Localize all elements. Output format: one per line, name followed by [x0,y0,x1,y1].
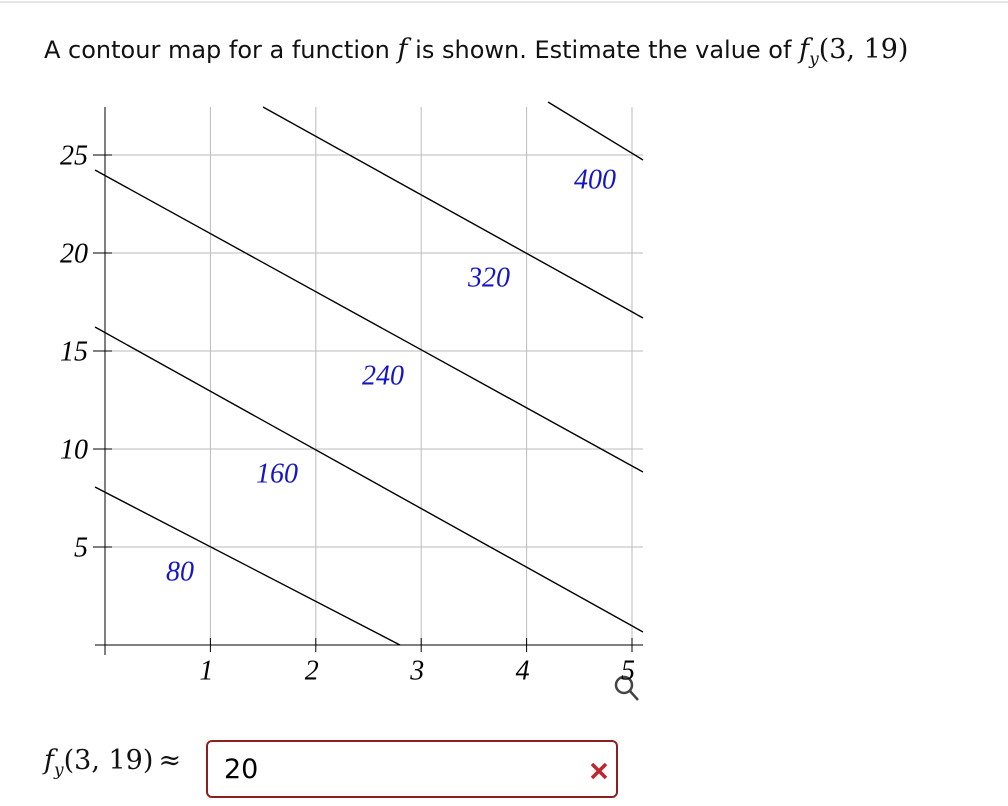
approx-sign: ≈ [158,745,182,776]
expression: fy(3, 19) [44,745,154,780]
x-tick-label: 3 [409,655,424,686]
y-tick-label: 20 [60,238,88,269]
contour-line [94,169,644,473]
subscript: y [54,760,64,781]
zoom-icon[interactable] [614,675,639,701]
x-tick-label: 5 [621,655,635,686]
contour-label: 80 [166,556,194,587]
contour-label: 320 [467,262,510,293]
question-text: A contour map for a function [44,36,390,64]
y-tick-label: 5 [74,532,88,563]
x-tick-label: 1 [199,655,213,686]
divider [0,1,1008,3]
function-name: f [799,34,810,65]
y-tick-label: 15 [60,336,88,367]
answer-label: fy(3, 19) ≈ [44,745,181,780]
answer-input[interactable]: 20 [206,740,618,798]
contour-lines [94,101,644,646]
contour-line [262,106,644,319]
x-tick-label: 2 [305,655,319,686]
contour-label: 400 [574,164,616,195]
arguments: (3, 19) [63,745,154,776]
y-tick-label: 10 [60,434,88,465]
contour-label: 240 [362,360,404,391]
arguments: (3, 19) [818,34,909,65]
contour-label: 160 [256,458,298,489]
x-tick-label: 4 [516,655,530,686]
function-name: f [397,34,408,65]
question-text: is shown. Estimate the value of [415,36,792,64]
y-tick-label: 25 [60,140,88,171]
question: A contour map for a function f is shown.… [44,34,908,69]
contour-line [94,486,401,646]
subscript: y [809,49,819,70]
input-value: 20 [224,754,259,785]
contour-map: 1 2 3 4 5 5 10 15 20 25 80 160 240 320 400 [60,101,644,701]
contour-line [547,101,644,161]
contour-line [94,326,644,633]
expression: fy(3, 19) [799,34,909,69]
incorrect-icon [590,762,608,780]
function-name: f [44,745,54,776]
